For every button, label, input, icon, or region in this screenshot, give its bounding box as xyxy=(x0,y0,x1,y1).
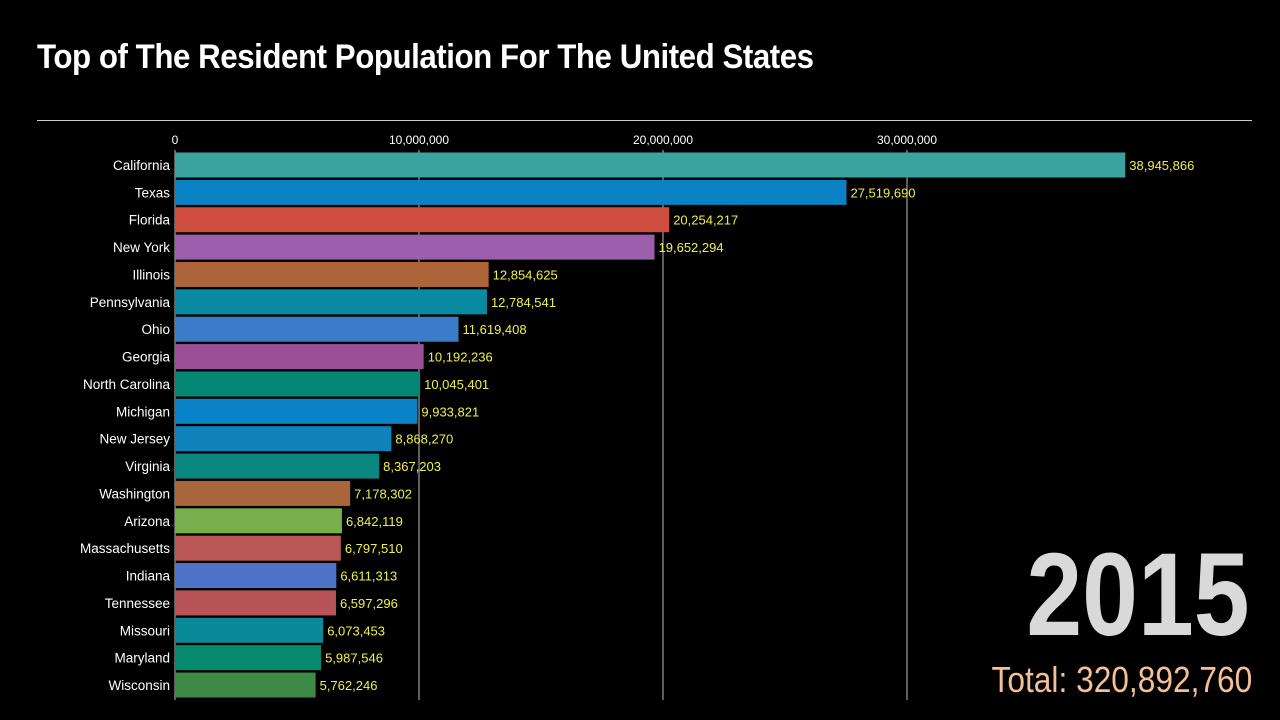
bar-arizona xyxy=(175,508,342,534)
value-label: 6,797,510 xyxy=(345,541,403,556)
bar-ohio xyxy=(175,316,459,342)
category-label: North Carolina xyxy=(83,377,171,392)
category-label: Illinois xyxy=(132,267,170,282)
bar-pennsylvania xyxy=(175,289,487,315)
value-label: 27,519,690 xyxy=(850,185,915,200)
x-tick-label: 10,000,000 xyxy=(389,133,449,147)
bar-florida xyxy=(175,207,670,233)
category-label: Massachusetts xyxy=(80,541,170,556)
bar-michigan xyxy=(175,398,418,424)
value-label: 11,619,408 xyxy=(463,322,527,337)
category-label: New Jersey xyxy=(99,432,170,447)
total-label: Total: 320,892,760 xyxy=(991,659,1252,700)
value-label: 10,045,401 xyxy=(424,377,489,392)
chart-title: Top of The Resident Population For The U… xyxy=(37,38,814,76)
value-label: 38,945,866 xyxy=(1129,158,1194,173)
bar-illinois xyxy=(175,261,489,287)
value-label: 6,611,313 xyxy=(340,569,397,584)
category-label: Ohio xyxy=(141,322,170,337)
category-label: Virginia xyxy=(125,459,170,474)
category-label: Tennessee xyxy=(105,596,170,611)
value-label: 6,073,453 xyxy=(327,623,385,638)
value-label: 8,367,203 xyxy=(383,459,441,474)
bar-wisconsin xyxy=(175,672,316,698)
category-label: Michigan xyxy=(116,404,170,419)
value-label: 8,868,270 xyxy=(395,432,453,447)
category-label: New York xyxy=(113,240,170,255)
category-label: Washington xyxy=(99,486,170,501)
category-label: Wisconsin xyxy=(108,678,170,693)
value-label: 20,254,217 xyxy=(673,213,738,228)
bar-california xyxy=(175,152,1126,178)
value-label: 19,652,294 xyxy=(659,240,724,255)
category-label: Arizona xyxy=(124,514,170,529)
bar-indiana xyxy=(175,563,337,589)
bar-massachusetts xyxy=(175,535,341,561)
category-label: Indiana xyxy=(126,569,171,584)
bar-new-york xyxy=(175,234,655,260)
x-tick-label: 0 xyxy=(172,133,179,147)
x-tick-label: 20,000,000 xyxy=(633,133,693,147)
category-label: Maryland xyxy=(114,651,170,666)
bar-georgia xyxy=(175,344,424,370)
bar-maryland xyxy=(175,645,322,671)
category-label: Missouri xyxy=(120,623,170,638)
bar-new-jersey xyxy=(175,426,392,452)
bar-tennessee xyxy=(175,590,336,616)
value-label: 9,933,821 xyxy=(421,404,479,419)
value-label: 5,762,246 xyxy=(320,678,378,693)
x-tick-label: 30,000,000 xyxy=(877,133,937,147)
bar-texas xyxy=(175,179,847,205)
value-label: 6,597,296 xyxy=(340,596,398,611)
category-label: Pennsylvania xyxy=(90,295,171,310)
value-label: 12,854,625 xyxy=(493,267,558,282)
category-label: Georgia xyxy=(122,350,171,365)
value-label: 6,842,119 xyxy=(346,514,403,529)
bar-virginia xyxy=(175,453,380,479)
year-label: 2015 xyxy=(1026,529,1250,661)
value-label: 12,784,541 xyxy=(491,295,556,310)
value-label: 10,192,236 xyxy=(428,350,493,365)
title-divider xyxy=(37,120,1252,121)
value-label: 5,987,546 xyxy=(325,651,383,666)
bar-missouri xyxy=(175,617,324,643)
value-label: 7,178,302 xyxy=(354,486,412,501)
bar-north-carolina xyxy=(175,371,421,397)
category-label: Florida xyxy=(129,213,171,228)
category-label: California xyxy=(113,158,171,173)
category-label: Texas xyxy=(135,185,171,200)
bar-washington xyxy=(175,480,351,506)
